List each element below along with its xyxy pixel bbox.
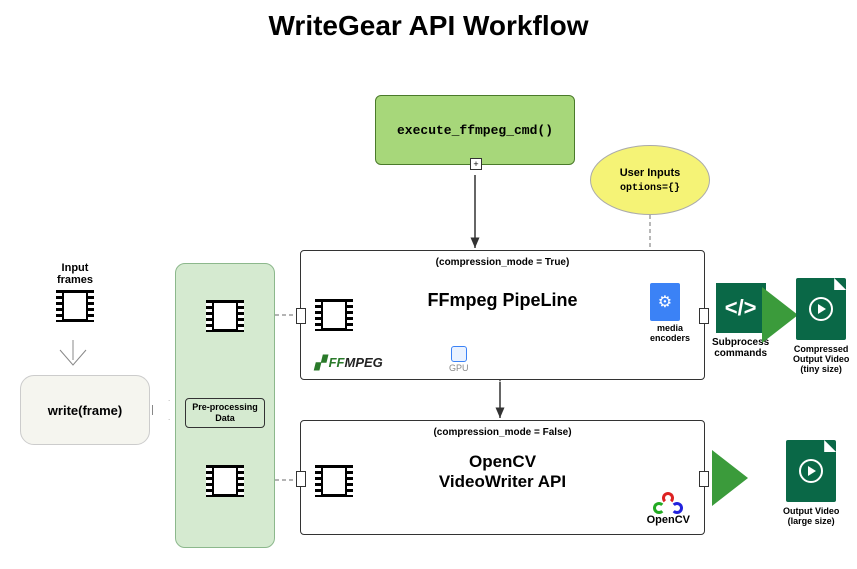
gear-doc-icon: ⚙ bbox=[650, 283, 680, 321]
opencv-box: (compression_mode = False) OpenCV VideoW… bbox=[300, 420, 705, 535]
port-icon bbox=[699, 471, 709, 487]
film-icon bbox=[315, 465, 353, 497]
preprocessing-label: Pre-processing Data bbox=[192, 402, 258, 424]
user-inputs-node: User Inputs options={} bbox=[590, 145, 710, 215]
port-icon bbox=[296, 471, 306, 487]
port-icon bbox=[699, 308, 709, 324]
output-video-label: Output Video (large size) bbox=[783, 506, 839, 526]
video-doc-icon bbox=[796, 278, 846, 340]
ffmpeg-header: (compression_mode = True) bbox=[301, 257, 704, 268]
diagram-title: WriteGear API Workflow bbox=[0, 10, 857, 42]
preprocessing-label-box: Pre-processing Data bbox=[185, 398, 265, 428]
triangle-arrow-icon bbox=[712, 450, 748, 506]
code-icon: </> bbox=[716, 283, 766, 333]
opencv-header: (compression_mode = False) bbox=[301, 427, 704, 438]
subprocess-group: </> Subprocess commands bbox=[712, 283, 769, 359]
opencv-rings-icon bbox=[653, 492, 683, 514]
compressed-output-group: Compressed Output Video (tiny size) bbox=[793, 278, 849, 374]
subprocess-label: Subprocess commands bbox=[712, 337, 769, 359]
opencv-logo-group: OpenCV bbox=[647, 492, 690, 526]
gpu-label: GPU bbox=[449, 363, 469, 373]
write-frame-label: write(frame) bbox=[48, 403, 122, 418]
film-icon bbox=[315, 299, 353, 331]
video-doc-icon bbox=[786, 440, 836, 502]
exec-ffmpeg-cmd-label: execute_ffmpeg_cmd() bbox=[397, 123, 553, 138]
ffmpeg-title: FFmpeg PipeLine bbox=[301, 290, 704, 311]
expand-icon: + bbox=[470, 158, 482, 170]
compressed-output-label: Compressed Output Video (tiny size) bbox=[793, 344, 849, 374]
output-video-group: Output Video (large size) bbox=[783, 440, 839, 526]
input-frames-label: Input frames bbox=[57, 262, 93, 286]
ffmpeg-logo: ▞ FFFFMPEGMPEG bbox=[315, 355, 383, 371]
film-icon bbox=[206, 300, 244, 332]
gpu-chip-icon bbox=[451, 346, 467, 362]
film-icon bbox=[206, 465, 244, 497]
media-encoders-label: media encoders bbox=[650, 323, 690, 343]
media-encoders-group: ⚙ media encoders bbox=[650, 283, 690, 343]
user-inputs-title: User Inputs bbox=[620, 167, 681, 179]
opencv-title: OpenCV VideoWriter API bbox=[301, 452, 704, 492]
user-inputs-subtitle: options={} bbox=[620, 183, 680, 194]
write-frame-box: write(frame) bbox=[20, 375, 150, 445]
input-frames-group: Input frames bbox=[45, 262, 105, 322]
film-icon bbox=[56, 290, 94, 322]
opencv-logo-text: OpenCV bbox=[647, 514, 690, 526]
port-icon bbox=[296, 308, 306, 324]
gpu-icon-group: GPU bbox=[449, 346, 469, 373]
exec-ffmpeg-cmd-box: execute_ffmpeg_cmd() + bbox=[375, 95, 575, 165]
ffmpeg-pipeline-box: (compression_mode = True) FFmpeg PipeLin… bbox=[300, 250, 705, 380]
